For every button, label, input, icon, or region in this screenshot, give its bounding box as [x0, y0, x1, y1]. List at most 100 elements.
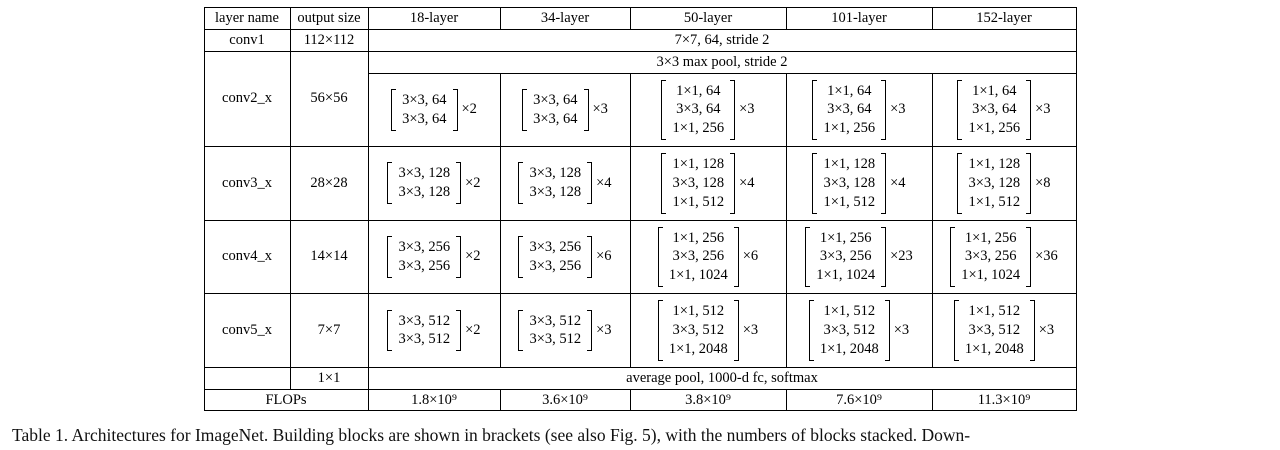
- block-layers: 1×1, 512 3×3, 512 1×1, 2048: [964, 303, 1024, 357]
- building-block: 3×3, 64 3×3, 64 ×3: [522, 88, 608, 131]
- block-multiplier: ×3: [742, 321, 759, 338]
- building-block: 1×1, 128 3×3, 128 1×1, 512 ×4: [812, 153, 906, 214]
- bracket-left: [661, 153, 667, 214]
- bracket-right: [1029, 300, 1035, 361]
- arch-block-cell: 1×1, 64 3×3, 64 1×1, 256 ×3: [629, 72, 787, 148]
- arch-block-cell: 3×3, 256 3×3, 256 ×6: [499, 219, 631, 295]
- bracket-right: [456, 309, 462, 352]
- bracket-left: [657, 300, 663, 361]
- architecture-table: layer name output size 18-layer 34-layer…: [203, 7, 1077, 412]
- bracket-left: [518, 236, 524, 278]
- arch-block-cell: 3×3, 64 3×3, 64 ×2: [367, 72, 501, 148]
- bracket-right: [587, 162, 593, 205]
- block-layers: 1×1, 128 3×3, 128 1×1, 512: [823, 156, 876, 210]
- bracket-right: [1026, 79, 1032, 141]
- block-multiplier: ×3: [1038, 321, 1055, 338]
- bracket-right: [884, 300, 890, 361]
- arch-block-cell: 1×1, 128 3×3, 128 1×1, 512 ×4: [785, 146, 933, 221]
- block-multiplier: ×6: [596, 248, 612, 265]
- building-block: 3×3, 256 3×3, 256 ×2: [387, 236, 481, 278]
- col-header-101-layer: 101-layer: [785, 7, 933, 30]
- block-multiplier: ×6: [742, 248, 759, 265]
- col-header-layer-name: layer name: [203, 7, 291, 30]
- arch-block-cell: 3×3, 64 3×3, 64 ×3: [499, 72, 631, 148]
- arch-block-cell: 1×1, 512 3×3, 512 1×1, 2048 ×3: [629, 293, 787, 368]
- block-layers: 1×1, 512 3×3, 512 1×1, 2048: [668, 303, 728, 357]
- header-row: layer name output size 18-layer 34-layer…: [203, 7, 1077, 30]
- block-multiplier: ×2: [465, 321, 481, 338]
- caption-line-1: Table 1. Architectures for ImageNet. Bui…: [12, 425, 971, 446]
- block-layers: 3×3, 64 3×3, 64: [402, 91, 447, 127]
- bracket-left: [391, 88, 397, 131]
- arch-block-cell: 3×3, 128 3×3, 128 ×2: [367, 146, 501, 221]
- flops-row: FLOPs 1.8×10⁹ 3.6×10⁹ 3.8×10⁹ 7.6×10⁹ 11…: [203, 388, 1077, 412]
- bracket-left: [812, 79, 818, 141]
- conv1-row: conv1 112×112 7×7, 64, stride 2: [203, 28, 1077, 52]
- flops-value-cell: 7.6×10⁹: [785, 388, 933, 412]
- bracket-left: [812, 153, 818, 214]
- arch-block-cell: 1×1, 512 3×3, 512 1×1, 2048 ×3: [785, 293, 933, 368]
- block-multiplier: ×36: [1035, 248, 1058, 265]
- bracket-right: [881, 226, 887, 288]
- arch-block-cell: 3×3, 256 3×3, 256 ×2: [367, 219, 501, 295]
- col-header-152-layer: 152-layer: [931, 7, 1077, 30]
- bracket-right: [1026, 153, 1032, 214]
- flops-value-cell: 11.3×10⁹: [931, 388, 1077, 412]
- bracket-right: [881, 79, 887, 141]
- bracket-right: [881, 153, 887, 214]
- conv2-blocks-row: 3×3, 64 3×3, 64 ×2 3×3, 64 3×3, 64 ×3 1×1,…: [204, 72, 1077, 148]
- building-block: 3×3, 128 3×3, 128 ×2: [387, 162, 481, 205]
- block-layers: 1×1, 64 3×3, 64 1×1, 256: [968, 82, 1021, 137]
- col-header-50-layer: 50-layer: [629, 7, 787, 30]
- block-multiplier: ×3: [739, 101, 755, 118]
- block-multiplier: ×3: [1035, 101, 1051, 118]
- output-size-cell: 1×1: [289, 366, 369, 390]
- block-layers: 1×1, 256 3×3, 256 1×1, 1024: [668, 229, 728, 284]
- block-multiplier: ×2: [465, 174, 481, 191]
- table-caption: Table 1. Architectures for ImageNet. Bui…: [0, 411, 1280, 450]
- arch-block-cell: 1×1, 256 3×3, 256 1×1, 1024 ×36: [931, 219, 1077, 295]
- bracket-right: [456, 162, 462, 205]
- arch-block-cell: 1×1, 256 3×3, 256 1×1, 1024 ×23: [785, 219, 933, 295]
- output-size-cell: 7×7: [289, 293, 369, 368]
- arch-block-cell: 1×1, 128 3×3, 128 1×1, 512 ×8: [931, 146, 1077, 221]
- col-header-18-layer: 18-layer: [367, 7, 501, 30]
- bracket-left: [808, 300, 814, 361]
- avgpool-op-cell: average pool, 1000-d fc, softmax: [367, 366, 1077, 390]
- bracket-left: [661, 79, 667, 141]
- col-header-34-layer: 34-layer: [499, 7, 631, 30]
- conv5-blocks-row: conv5_x 7×7 3×3, 512 3×3, 512 ×2 3×3, 512…: [203, 293, 1077, 368]
- bracket-left: [657, 226, 663, 288]
- bracket-left: [953, 300, 959, 361]
- conv4-blocks-row: conv4_x 14×14 3×3, 256 3×3, 256 ×2 3×3, 2…: [203, 219, 1077, 295]
- bracket-right: [733, 300, 739, 361]
- building-block: 1×1, 64 3×3, 64 1×1, 256 ×3: [957, 79, 1051, 141]
- arch-block-cell: 1×1, 256 3×3, 256 1×1, 1024 ×6: [629, 219, 787, 295]
- output-size-cell: 112×112: [289, 28, 369, 52]
- bracket-right: [587, 309, 593, 352]
- bracket-left: [518, 309, 524, 352]
- flops-value-cell: 3.6×10⁹: [499, 388, 631, 412]
- block-multiplier: ×8: [1035, 174, 1051, 191]
- block-layers: 1×1, 64 3×3, 64 1×1, 256: [672, 82, 725, 137]
- flops-label-cell: FLOPs: [203, 388, 369, 412]
- block-layers: 1×1, 256 3×3, 256 1×1, 1024: [961, 229, 1021, 284]
- arch-block-cell: 3×3, 512 3×3, 512 ×2: [367, 293, 501, 368]
- building-block: 1×1, 512 3×3, 512 1×1, 2048 ×3: [808, 300, 909, 361]
- avgpool-row: 1×1 average pool, 1000-d fc, softmax: [203, 366, 1077, 390]
- building-block: 1×1, 128 3×3, 128 1×1, 512 ×8: [957, 153, 1051, 214]
- block-multiplier: ×3: [596, 321, 612, 338]
- block-layers: 1×1, 128 3×3, 128 1×1, 512: [672, 156, 725, 210]
- bracket-right: [1026, 226, 1032, 288]
- bracket-left: [522, 88, 528, 131]
- bracket-left: [387, 162, 393, 205]
- output-size-cell: 56×56: [289, 50, 369, 148]
- arch-block-cell: 1×1, 512 3×3, 512 1×1, 2048 ×3: [931, 293, 1077, 368]
- bracket-left: [957, 153, 963, 214]
- block-layers: 3×3, 512 3×3, 512: [398, 312, 451, 348]
- bracket-right: [452, 88, 458, 131]
- block-multiplier: ×4: [596, 174, 612, 191]
- layer-name-cell: conv4_x: [203, 219, 291, 295]
- bracket-left: [805, 226, 811, 288]
